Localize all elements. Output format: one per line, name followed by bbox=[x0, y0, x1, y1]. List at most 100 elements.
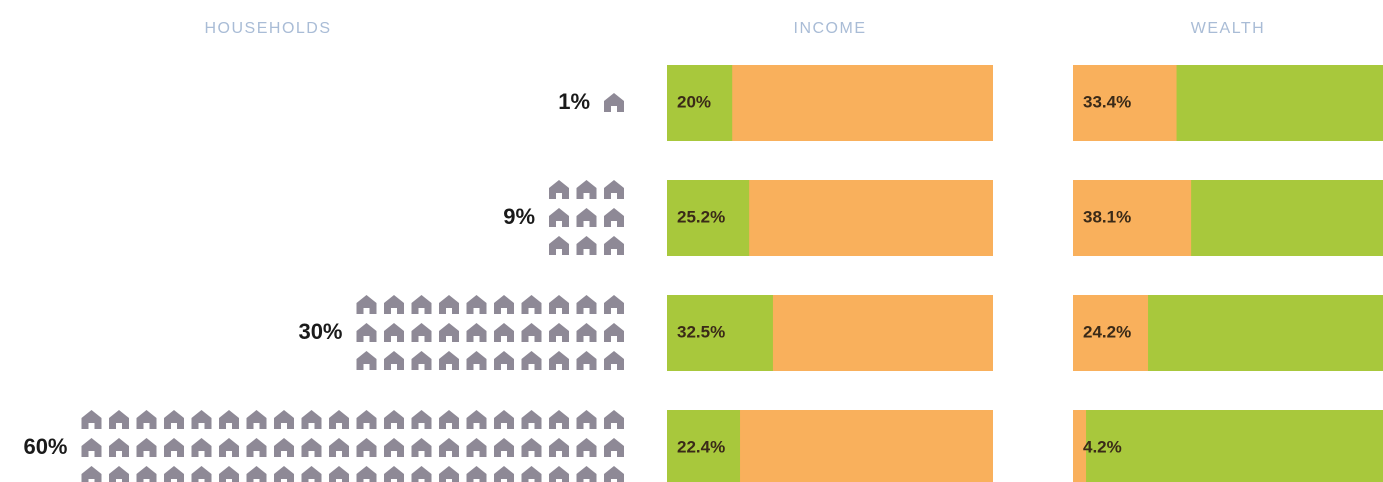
house-icon bbox=[494, 438, 514, 457]
house-icon bbox=[576, 180, 597, 199]
bar-label: 33.4% bbox=[1083, 92, 1131, 111]
house-icon bbox=[136, 438, 157, 457]
house-icon bbox=[384, 351, 404, 370]
bar-label: 22.4% bbox=[677, 437, 725, 456]
house-icon bbox=[219, 466, 239, 482]
bar bbox=[667, 410, 741, 482]
house-icon bbox=[604, 208, 624, 227]
house-icon bbox=[81, 438, 102, 457]
house-icon bbox=[576, 323, 597, 342]
house-icon bbox=[604, 180, 624, 199]
house-icon bbox=[301, 438, 322, 457]
bar-label: 24.2% bbox=[1083, 322, 1131, 341]
house-icon bbox=[356, 466, 377, 482]
bar-label: 20% bbox=[677, 92, 711, 111]
house-icon bbox=[604, 323, 624, 342]
house-icon bbox=[521, 351, 542, 370]
house-icon bbox=[466, 351, 487, 370]
house-icon bbox=[164, 410, 184, 429]
house-icon bbox=[384, 410, 404, 429]
house-icon bbox=[549, 208, 569, 227]
house-icon bbox=[81, 466, 102, 482]
bar-label: 32.5% bbox=[677, 322, 725, 341]
house-icon bbox=[604, 351, 624, 370]
house-icon bbox=[246, 438, 267, 457]
house-icon bbox=[246, 466, 267, 482]
house-icon bbox=[301, 410, 322, 429]
house-icon bbox=[466, 410, 487, 429]
house-icon bbox=[549, 410, 569, 429]
house-icon bbox=[521, 295, 542, 314]
house-icon bbox=[136, 410, 157, 429]
house-icon bbox=[191, 410, 212, 429]
house-icon bbox=[274, 466, 294, 482]
house-icon bbox=[494, 323, 514, 342]
house-icon bbox=[549, 351, 569, 370]
house-icon bbox=[604, 295, 624, 314]
house-icon bbox=[494, 295, 514, 314]
house-icon bbox=[439, 323, 459, 342]
house-icon bbox=[604, 438, 624, 457]
house-icon bbox=[81, 410, 102, 429]
house-icon bbox=[439, 295, 459, 314]
house-icon bbox=[301, 466, 322, 482]
house-icon bbox=[356, 351, 377, 370]
house-icon bbox=[439, 351, 459, 370]
column-header: HOUSEHOLDS bbox=[204, 20, 331, 37]
house-icon bbox=[604, 236, 624, 255]
house-icon bbox=[549, 295, 569, 314]
house-icon bbox=[274, 438, 294, 457]
house-icon bbox=[109, 410, 129, 429]
house-icon bbox=[494, 351, 514, 370]
household-label: 30% bbox=[298, 319, 342, 344]
house-icon bbox=[521, 438, 542, 457]
bar bbox=[667, 180, 750, 256]
bar bbox=[1073, 410, 1087, 482]
house-icon bbox=[356, 438, 377, 457]
bar bbox=[1073, 180, 1192, 256]
household-label: 9% bbox=[503, 204, 535, 229]
house-icon bbox=[549, 466, 569, 482]
house-icon bbox=[604, 93, 624, 112]
house-icon bbox=[384, 466, 404, 482]
house-icon bbox=[466, 438, 487, 457]
house-icon bbox=[411, 295, 432, 314]
house-icon bbox=[329, 410, 349, 429]
bar-label: 38.1% bbox=[1083, 207, 1131, 226]
column-header: WEALTH bbox=[1191, 20, 1265, 37]
house-icon bbox=[521, 323, 542, 342]
bar-label: 25.2% bbox=[677, 207, 725, 226]
bar-track bbox=[1073, 410, 1383, 482]
house-icon bbox=[411, 466, 432, 482]
house-icon bbox=[521, 466, 542, 482]
house-icon bbox=[576, 208, 597, 227]
house-icon bbox=[604, 466, 624, 482]
house-icon bbox=[576, 236, 597, 255]
house-icon bbox=[191, 466, 212, 482]
house-icon bbox=[439, 466, 459, 482]
household-label: 1% bbox=[558, 89, 590, 114]
house-icon bbox=[439, 438, 459, 457]
house-icon bbox=[329, 466, 349, 482]
house-icon bbox=[521, 410, 542, 429]
house-icon bbox=[549, 180, 569, 199]
house-icon bbox=[164, 466, 184, 482]
house-icon bbox=[576, 410, 597, 429]
house-icon bbox=[466, 466, 487, 482]
house-icon bbox=[549, 236, 569, 255]
house-icon bbox=[109, 466, 129, 482]
house-icon bbox=[384, 295, 404, 314]
house-icon bbox=[411, 438, 432, 457]
house-icon bbox=[604, 410, 624, 429]
house-icon bbox=[329, 438, 349, 457]
house-icon bbox=[411, 351, 432, 370]
house-icon bbox=[576, 351, 597, 370]
house-icon bbox=[549, 438, 569, 457]
house-icon bbox=[494, 410, 514, 429]
house-icon bbox=[246, 410, 267, 429]
house-icon bbox=[136, 466, 157, 482]
house-icon bbox=[384, 323, 404, 342]
house-icon bbox=[494, 466, 514, 482]
bar bbox=[667, 65, 733, 141]
